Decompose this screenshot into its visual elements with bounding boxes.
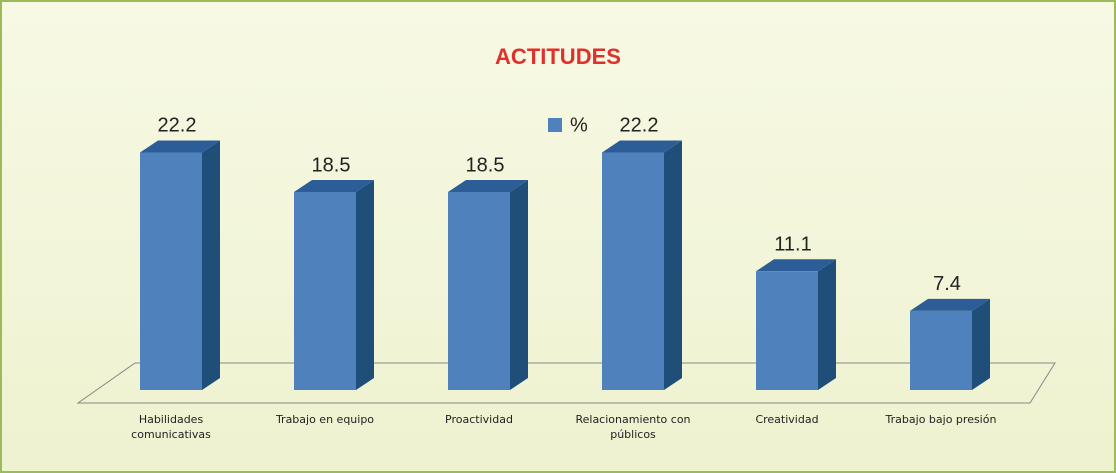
x-tick-label: Trabajo en equipo xyxy=(275,413,375,426)
chart-title: ACTITUDES xyxy=(495,44,621,69)
x-tick-label: Trabajo bajo presión xyxy=(885,413,997,426)
bar-front xyxy=(294,192,356,390)
bar-top xyxy=(448,180,528,193)
data-label: 18.5 xyxy=(466,154,505,176)
bar-side xyxy=(818,259,836,390)
data-label: 11.1 xyxy=(774,234,811,256)
data-label: 22.2 xyxy=(620,115,659,137)
x-tick-label: Habilidades comunicativas xyxy=(131,413,211,441)
x-tick-label: Relacionamiento con públicos xyxy=(575,413,691,441)
bar xyxy=(910,298,990,390)
bar xyxy=(448,180,528,390)
legend-label: % xyxy=(570,114,588,136)
bar-front xyxy=(448,192,510,390)
x-tick-label: Creatividad xyxy=(755,413,819,426)
bar-front xyxy=(756,271,818,390)
data-label: 22.2 xyxy=(158,115,197,137)
x-tick-label: Proactividad xyxy=(445,413,513,426)
bar xyxy=(294,180,374,390)
bar-top xyxy=(140,140,220,153)
bar-top xyxy=(910,298,990,311)
bar-front xyxy=(602,152,664,390)
bar-side xyxy=(664,140,682,390)
bar-front xyxy=(910,310,972,390)
bar-side xyxy=(356,180,374,390)
bar-front xyxy=(140,152,202,390)
bar-side xyxy=(510,180,528,390)
bar-top xyxy=(294,180,374,193)
floor xyxy=(76,362,1056,404)
bar-side xyxy=(972,298,990,390)
bar-top xyxy=(756,259,836,272)
legend-swatch xyxy=(548,118,562,132)
data-label: 7.4 xyxy=(933,273,961,295)
bar xyxy=(602,140,682,390)
bar xyxy=(756,259,836,390)
bar-side xyxy=(202,140,220,390)
bar-top xyxy=(602,140,682,153)
bar xyxy=(140,140,220,390)
data-label: 18.5 xyxy=(312,154,351,176)
